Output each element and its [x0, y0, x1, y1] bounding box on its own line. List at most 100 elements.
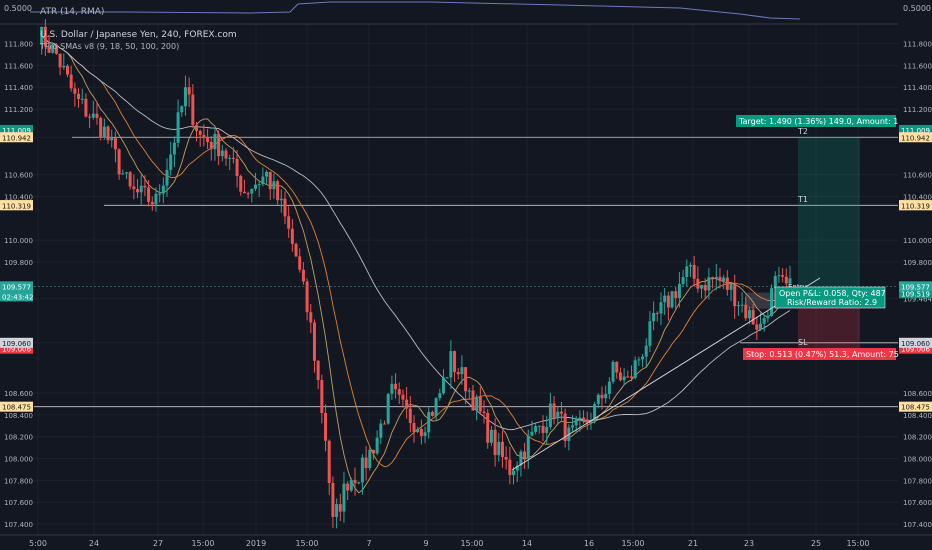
open-pl-box	[774, 286, 886, 309]
candle-body	[405, 399, 409, 409]
sl-label: SL	[798, 338, 808, 347]
price-tag-label: 109.060	[2, 340, 31, 348]
price-tag	[0, 132, 33, 143]
candle-body	[294, 243, 298, 257]
candle-body	[283, 198, 287, 217]
position-labels: Target: 1.490 (1.36%) 149.0, Amount: 1 T…	[736, 115, 899, 360]
candle-body	[585, 419, 589, 423]
candle-body	[309, 312, 313, 323]
y-tick-label: 111.600	[4, 62, 33, 70]
price-tag-label: 111.009	[2, 127, 31, 135]
candle-body	[161, 185, 165, 194]
x-tick-label: 2019	[246, 539, 266, 548]
candle-body	[386, 393, 390, 424]
candle-body	[261, 176, 265, 185]
candle-body	[692, 264, 696, 279]
price-tag	[899, 337, 932, 348]
candle-body	[733, 283, 737, 307]
candle-body	[707, 277, 711, 291]
atr-label: ATR (14, RMA)	[40, 7, 104, 17]
countdown-tag	[0, 291, 33, 302]
candle-body	[456, 372, 460, 375]
open-pl-label: Open P&L: 0.058, Qty: 487	[779, 289, 886, 298]
profit-zone[interactable]	[798, 137, 860, 293]
price-tag	[899, 200, 932, 211]
candle-body	[327, 440, 331, 484]
candle-body	[195, 125, 199, 131]
x-tick-label: 7	[366, 539, 371, 548]
candle-body	[559, 411, 563, 414]
price-tag	[899, 288, 932, 299]
candle-body	[202, 134, 206, 139]
candle-body	[124, 172, 128, 174]
candle-body	[641, 356, 645, 360]
symbol-legend[interactable]: U.S. Dollar / Japanese Yen, 240, FOREX.c…	[40, 30, 237, 40]
candle-body	[711, 277, 715, 280]
y-tick-label: 107.400	[4, 521, 33, 529]
candle-body	[132, 186, 136, 190]
y-tick-label: 111.200	[4, 106, 33, 114]
candle-body	[147, 187, 151, 202]
candle-body	[268, 171, 272, 190]
candle-body	[51, 44, 55, 53]
candle-body	[423, 432, 427, 436]
y-tick-label: 108.400	[903, 412, 932, 420]
trendline[interactable]	[511, 277, 821, 471]
candle-body	[136, 189, 140, 193]
candle-body	[228, 157, 232, 159]
candle-body	[759, 323, 763, 330]
price-tag	[0, 281, 33, 292]
price-tag-label: 109.519	[901, 290, 930, 298]
candle-body	[316, 360, 320, 381]
candle-body	[652, 312, 656, 322]
candle-body	[209, 141, 213, 150]
candle-body	[626, 376, 630, 378]
candle-body	[541, 425, 545, 433]
price-tag-label: 110.319	[901, 202, 930, 210]
atr-axis-tick-left: 0.5000	[4, 4, 32, 13]
candle-body	[755, 324, 759, 330]
indicator-legend[interactable]: TPro SMAs v8 (9, 18, 50, 100, 200)	[39, 42, 179, 51]
y-tick-label: 108.200	[4, 434, 33, 442]
candle-body	[578, 417, 582, 420]
candle-body	[552, 403, 556, 419]
candle-body	[401, 394, 405, 400]
candle-body	[379, 423, 383, 438]
candle-body	[475, 396, 479, 411]
candle-body	[464, 367, 468, 392]
candle-body	[217, 133, 221, 157]
price-tag	[0, 337, 33, 348]
candle-body	[279, 198, 283, 201]
candle-body	[320, 380, 324, 414]
candle-body	[489, 429, 493, 443]
candle-body	[681, 276, 685, 284]
price-tag	[899, 343, 932, 354]
candle-body	[276, 181, 280, 201]
candle-body	[615, 361, 619, 373]
candle-body	[187, 87, 191, 95]
candle-body	[394, 383, 398, 390]
candle-body	[722, 277, 726, 281]
candle-body	[80, 98, 84, 100]
y-tick-label: 110.000	[903, 237, 932, 245]
long-position-tool[interactable]	[745, 137, 860, 349]
candle-body	[143, 185, 147, 188]
candle-body	[183, 87, 187, 107]
candle-body	[110, 137, 114, 141]
time-axis[interactable]: 5:00 24 27 15:00 2019 15:00 7 9 15:00 14 16 15:00 21…	[0, 534, 932, 548]
candle-body	[191, 94, 195, 126]
candle-body	[548, 403, 552, 427]
candle-body	[622, 376, 626, 381]
candle-body	[740, 304, 744, 306]
price-tag	[0, 124, 33, 135]
right-price-axis[interactable]: 111.800111.600111.400111.200110.941110.6…	[903, 41, 932, 530]
candle-body	[364, 457, 368, 469]
candle-body	[371, 449, 375, 454]
price-tag-label: 110.319	[2, 202, 31, 210]
y-tick-label: 111.600	[903, 62, 932, 70]
candle-body	[700, 285, 704, 289]
candle-body	[611, 361, 615, 382]
y-tick-label: 107.400	[903, 521, 932, 529]
candle-body	[677, 283, 681, 299]
y-tick-label: 107.600	[4, 499, 33, 507]
